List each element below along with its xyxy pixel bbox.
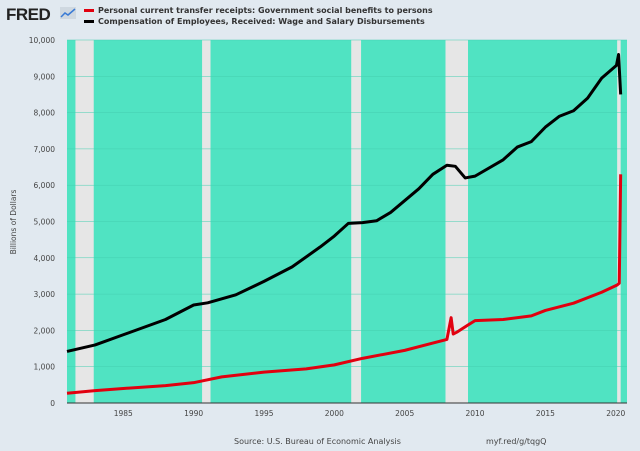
legend-item-wages: Compensation of Employees, Received: Wag…	[84, 17, 425, 26]
legend-swatch	[84, 9, 94, 12]
y-tick-label: 2,000	[34, 326, 56, 335]
y-axis-label: Billions of Dollars	[9, 189, 18, 254]
line-chart-icon	[60, 7, 76, 19]
y-tick-label: 10,000	[29, 36, 55, 45]
short-link[interactable]: myf.red/g/tqgQ	[486, 437, 547, 446]
y-tick-label: 5,000	[34, 218, 56, 227]
series-line	[66, 53, 623, 353]
source-note: Source: U.S. Bureau of Economic Analysis	[234, 437, 401, 446]
x-tick-label: 2000	[325, 409, 344, 418]
legend-swatch	[84, 20, 94, 23]
x-tick-label: 2005	[395, 409, 414, 418]
y-tick-label: 4,000	[34, 254, 56, 263]
y-tick-label: 6,000	[34, 181, 56, 190]
legend-item-transfer-receipts: Personal current transfer receipts: Gove…	[84, 6, 433, 15]
x-tick-label: 2015	[536, 409, 555, 418]
x-tick-label: 2020	[606, 409, 625, 418]
y-tick-label: 1,000	[34, 363, 56, 372]
series-line	[66, 174, 623, 395]
y-tick-label: 3,000	[34, 290, 56, 299]
x-tick-label: 1990	[184, 409, 203, 418]
y-tick-label: 0	[50, 399, 55, 408]
fred-logo: FRED	[6, 5, 51, 24]
y-tick-label: 7,000	[34, 145, 56, 154]
y-tick-label: 8,000	[34, 109, 56, 118]
legend-label: Compensation of Employees, Received: Wag…	[98, 17, 425, 26]
x-tick-label: 1985	[114, 409, 133, 418]
x-tick-label: 1995	[254, 409, 273, 418]
y-tick-label: 9,000	[34, 72, 56, 81]
legend-label: Personal current transfer receipts: Gove…	[98, 6, 433, 15]
x-tick-label: 2010	[465, 409, 484, 418]
